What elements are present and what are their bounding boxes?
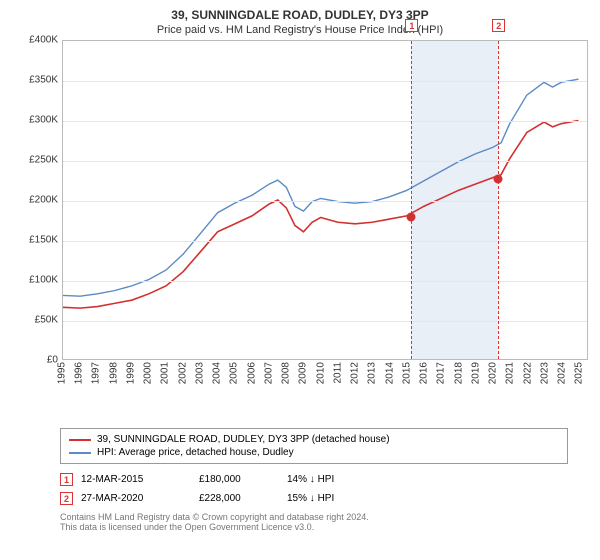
gridline xyxy=(63,81,587,82)
legend-row: 39, SUNNINGDALE ROAD, DUDLEY, DY3 3PP (d… xyxy=(69,433,559,446)
legend-box: 39, SUNNINGDALE ROAD, DUDLEY, DY3 3PP (d… xyxy=(60,428,568,464)
sale-marker-label: 1 xyxy=(405,19,418,32)
sales-diff: 14% ↓ HPI xyxy=(287,474,377,485)
sale-marker-label: 2 xyxy=(492,19,505,32)
x-tick-label: 2006 xyxy=(246,362,257,384)
sales-table: 1 12-MAR-2015 £180,000 14% ↓ HPI 2 27-MAR-202… xyxy=(60,470,568,508)
y-tick-label: £50K xyxy=(35,315,58,326)
x-tick-label: 2024 xyxy=(557,362,568,384)
y-tick-label: £350K xyxy=(29,75,58,86)
series-blue xyxy=(63,79,578,296)
y-tick-label: £100K xyxy=(29,275,58,286)
gridline xyxy=(63,201,587,202)
x-tick-label: 2023 xyxy=(539,362,550,384)
legend-label: HPI: Average price, detached house, Dudl… xyxy=(97,447,294,458)
sales-diff: 15% ↓ HPI xyxy=(287,493,377,504)
x-tick-label: 2000 xyxy=(143,362,154,384)
series-red xyxy=(63,121,578,309)
legend-swatch xyxy=(69,439,91,441)
sale-point xyxy=(494,174,503,183)
x-tick-label: 2013 xyxy=(367,362,378,384)
plot-area: £0£50K£100K£150K£200K£250K£300K£350K£400… xyxy=(18,40,588,380)
x-axis: 1995199619971998199920002001200220032004… xyxy=(62,362,588,408)
sales-row-marker: 1 xyxy=(60,473,73,486)
y-tick-label: £300K xyxy=(29,115,58,126)
y-tick-label: £400K xyxy=(29,35,58,46)
sales-date: 12-MAR-2015 xyxy=(81,474,191,485)
x-tick-label: 2021 xyxy=(505,362,516,384)
legend-swatch xyxy=(69,452,91,454)
x-tick-label: 2022 xyxy=(522,362,533,384)
gridline xyxy=(63,121,587,122)
x-tick-label: 2014 xyxy=(384,362,395,384)
x-tick-label: 1996 xyxy=(74,362,85,384)
sales-date: 27-MAR-2020 xyxy=(81,493,191,504)
sales-row-marker: 2 xyxy=(60,492,73,505)
sale-vline xyxy=(411,41,412,359)
x-tick-label: 2007 xyxy=(263,362,274,384)
y-axis: £0£50K£100K£150K£200K£250K£300K£350K£400… xyxy=(18,40,62,380)
x-tick-label: 2002 xyxy=(177,362,188,384)
sale-point xyxy=(407,213,416,222)
plot-inner: 12 xyxy=(62,40,588,360)
chart-container: 39, SUNNINGDALE ROAD, DUDLEY, DY3 3PP Pr… xyxy=(0,0,600,560)
line-canvas xyxy=(63,41,587,359)
x-tick-label: 2019 xyxy=(470,362,481,384)
gridline xyxy=(63,281,587,282)
legend-label: 39, SUNNINGDALE ROAD, DUDLEY, DY3 3PP (d… xyxy=(97,434,390,445)
x-tick-label: 2018 xyxy=(453,362,464,384)
footer-line-1: Contains HM Land Registry data © Crown c… xyxy=(60,512,568,522)
x-tick-label: 2009 xyxy=(298,362,309,384)
gridline xyxy=(63,321,587,322)
gridline xyxy=(63,241,587,242)
x-tick-label: 2020 xyxy=(488,362,499,384)
x-tick-label: 2015 xyxy=(401,362,412,384)
sales-row: 1 12-MAR-2015 £180,000 14% ↓ HPI xyxy=(60,470,568,489)
footer: Contains HM Land Registry data © Crown c… xyxy=(60,512,568,532)
x-tick-label: 2008 xyxy=(281,362,292,384)
x-tick-label: 1998 xyxy=(108,362,119,384)
x-tick-label: 2016 xyxy=(419,362,430,384)
x-tick-label: 2005 xyxy=(229,362,240,384)
x-tick-label: 2011 xyxy=(332,362,343,384)
gridline xyxy=(63,161,587,162)
x-tick-label: 2017 xyxy=(436,362,447,384)
y-tick-label: £150K xyxy=(29,235,58,246)
x-tick-label: 2010 xyxy=(315,362,326,384)
footer-line-2: This data is licensed under the Open Gov… xyxy=(60,522,568,532)
x-tick-label: 2012 xyxy=(350,362,361,384)
x-tick-label: 2004 xyxy=(212,362,223,384)
x-tick-label: 2025 xyxy=(574,362,585,384)
x-tick-label: 1997 xyxy=(91,362,102,384)
x-tick-label: 1999 xyxy=(125,362,136,384)
x-tick-label: 2003 xyxy=(194,362,205,384)
sales-price: £228,000 xyxy=(199,493,279,504)
sales-price: £180,000 xyxy=(199,474,279,485)
x-tick-label: 1995 xyxy=(57,362,68,384)
legend-row: HPI: Average price, detached house, Dudl… xyxy=(69,446,559,459)
y-tick-label: £200K xyxy=(29,195,58,206)
x-tick-label: 2001 xyxy=(160,362,171,384)
sales-row: 2 27-MAR-2020 £228,000 15% ↓ HPI xyxy=(60,489,568,508)
y-tick-label: £250K xyxy=(29,155,58,166)
sale-vline xyxy=(498,41,499,359)
